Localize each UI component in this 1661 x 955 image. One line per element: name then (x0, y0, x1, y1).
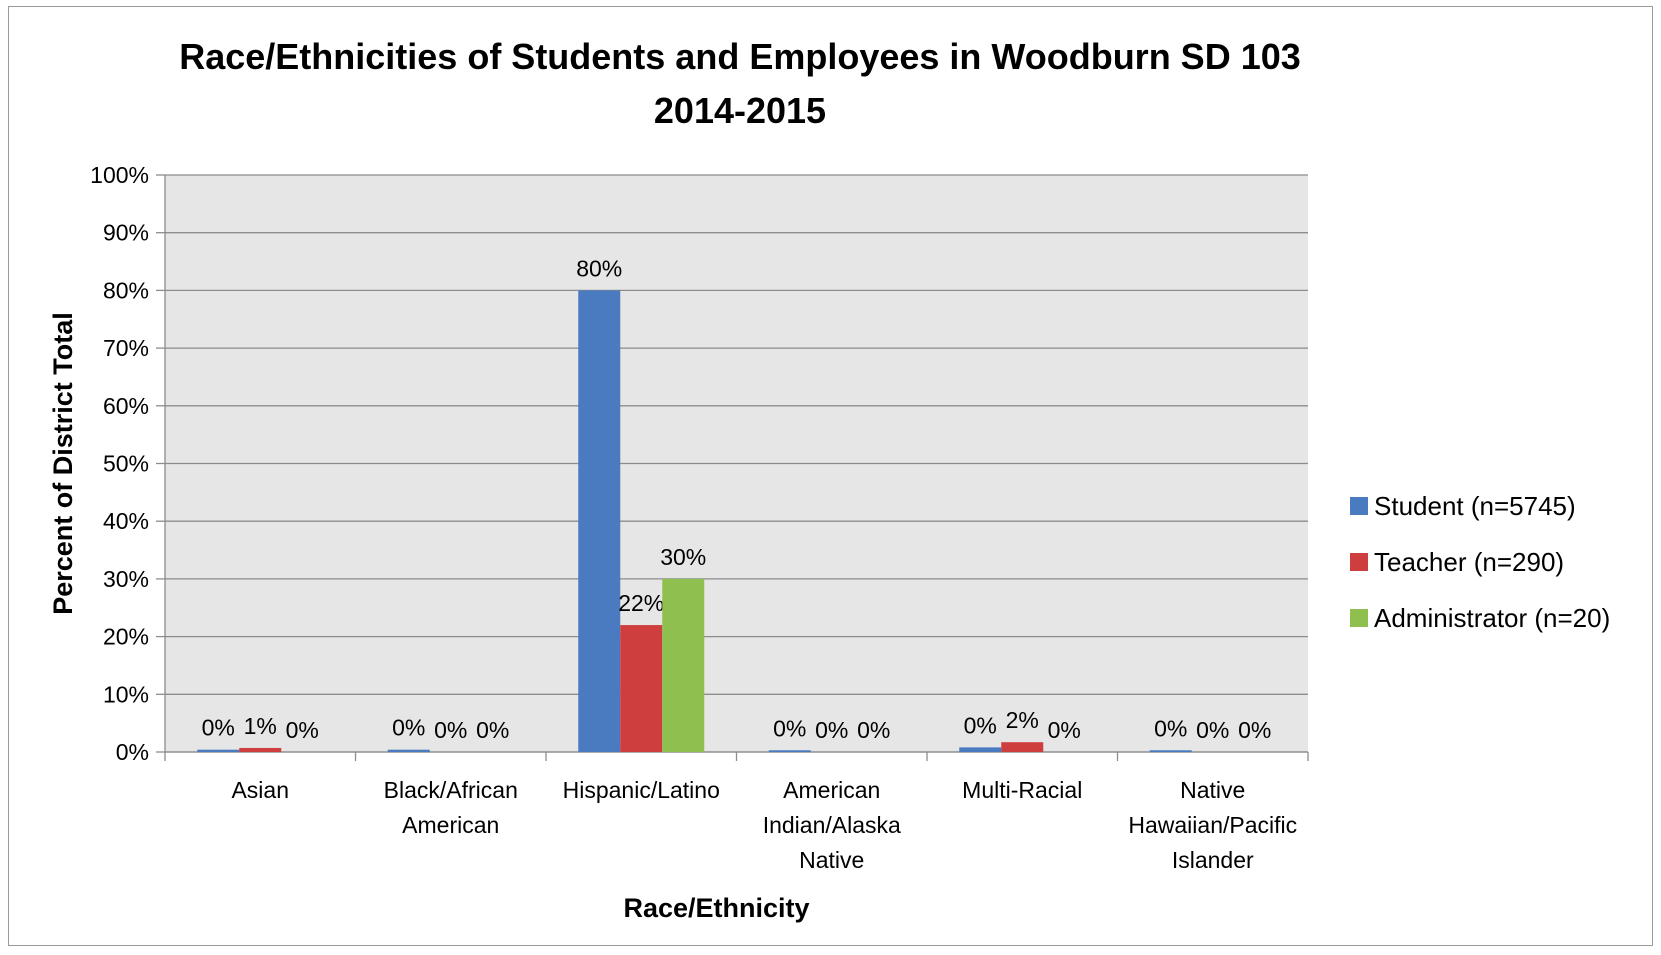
legend-swatch-administrator (1350, 609, 1368, 627)
y-tick-label: 90% (103, 220, 149, 246)
y-tick-label: 100% (90, 162, 149, 188)
data-label: 30% (660, 544, 706, 570)
y-tick-label: 20% (103, 624, 149, 650)
data-label: 1% (244, 713, 277, 739)
x-tick-label: Indian/Alaska (763, 812, 901, 838)
bar (578, 290, 621, 752)
chart-subtitle: 2014-2015 (653, 90, 827, 131)
x-tick-label: Hawaiian/Pacific (1128, 812, 1297, 838)
data-label: 0% (815, 717, 848, 743)
data-label: 80% (576, 255, 622, 281)
data-label: 0% (286, 717, 319, 743)
legend-label-administrator: Administrator (n=20) (1374, 602, 1611, 633)
data-label: 0% (476, 717, 509, 743)
bar (768, 750, 811, 752)
data-label: 2% (1006, 707, 1039, 733)
y-tick-label: 10% (103, 681, 149, 707)
legend-item-teacher: Teacher (n=290) (1350, 534, 1610, 590)
y-tick-label: 70% (103, 335, 149, 361)
x-axis-title: Race/Ethnicity (623, 893, 809, 923)
bar (239, 747, 282, 752)
chart-title: Race/Ethnicities of Students and Employe… (179, 36, 1301, 77)
y-tick-label: 80% (103, 277, 149, 303)
x-tick-label: Black/African (384, 777, 518, 803)
y-tick-label: 50% (103, 451, 149, 477)
x-tick-label: Native (1180, 777, 1245, 803)
x-tick-label: Native (799, 847, 864, 873)
bar (387, 749, 430, 752)
legend-label-teacher: Teacher (n=290) (1374, 546, 1565, 577)
x-tick-label: Asian (231, 777, 289, 803)
bar (1001, 742, 1044, 752)
bar (620, 625, 663, 752)
chart-legend: Student (n=5745) Teacher (n=290) Adminis… (1350, 478, 1610, 646)
y-tick-label: 30% (103, 566, 149, 592)
data-label: 0% (392, 715, 425, 741)
x-tick-label: American (783, 777, 880, 803)
data-label: 0% (773, 715, 806, 741)
y-tick-label: 60% (103, 393, 149, 419)
x-tick-label: Islander (1172, 847, 1254, 873)
data-label: 0% (434, 717, 467, 743)
data-label: 0% (857, 717, 890, 743)
bar (959, 747, 1002, 752)
data-label: 0% (1154, 715, 1187, 741)
legend-label-student: Student (n=5745) (1374, 490, 1576, 521)
legend-item-student: Student (n=5745) (1350, 478, 1610, 534)
bar (1149, 750, 1192, 752)
bar (197, 749, 240, 752)
data-label: 0% (964, 712, 997, 738)
data-label: 0% (1238, 717, 1271, 743)
y-tick-label: 40% (103, 508, 149, 534)
y-tick-label: 0% (116, 739, 149, 765)
x-tick-label: American (402, 812, 499, 838)
chart-title-block: Race/Ethnicities of Students and Employe… (0, 30, 1480, 138)
x-tick-label: Multi-Racial (962, 777, 1082, 803)
legend-item-administrator: Administrator (n=20) (1350, 590, 1610, 646)
data-label: 0% (1196, 717, 1229, 743)
y-axis-title: Percent of District Total (48, 312, 78, 615)
data-label: 22% (618, 590, 664, 616)
x-tick-label: Hispanic/Latino (563, 777, 720, 803)
legend-swatch-student (1350, 497, 1368, 515)
legend-swatch-teacher (1350, 553, 1368, 571)
bar (662, 578, 705, 752)
data-label: 0% (1048, 717, 1081, 743)
data-label: 0% (202, 715, 235, 741)
